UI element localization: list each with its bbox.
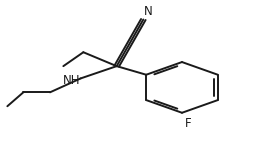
Text: N: N <box>144 5 153 18</box>
Text: NH: NH <box>63 74 81 87</box>
Text: F: F <box>185 117 191 130</box>
